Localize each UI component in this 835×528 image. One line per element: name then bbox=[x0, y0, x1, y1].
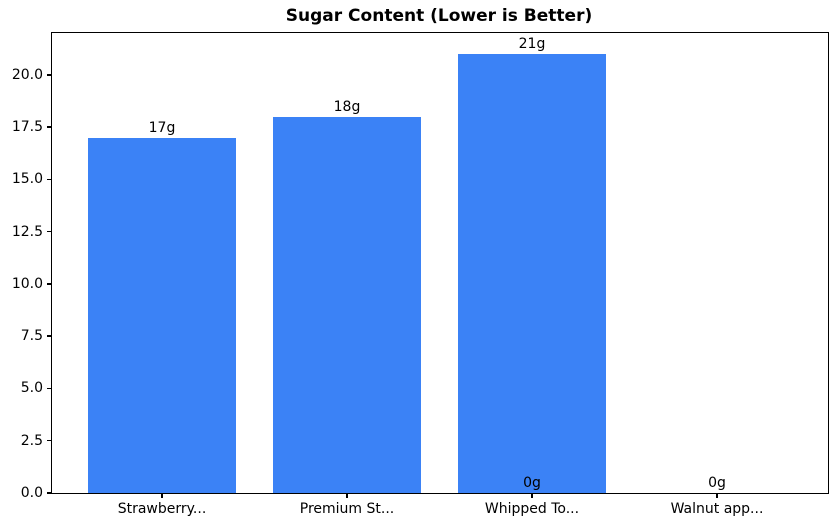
bar bbox=[88, 137, 236, 493]
y-tick bbox=[47, 439, 52, 442]
bar bbox=[273, 116, 421, 493]
plot-area: 0.0 2.5 5.0 7.5 10.0 12.5 15.0 17.5 20.0 Strawber… bbox=[12, 32, 829, 516]
bar-value-label: 17g bbox=[148, 119, 176, 136]
y-tick bbox=[47, 492, 52, 494]
y-tick-label: 17.5 bbox=[11, 119, 43, 136]
y-tick-label: 15.0 bbox=[11, 171, 43, 188]
y-tick bbox=[47, 230, 52, 233]
y-tick-label: 0.0 bbox=[20, 485, 43, 501]
y-tick bbox=[47, 387, 52, 390]
bar-value-label: 0g bbox=[523, 475, 541, 491]
bar bbox=[458, 53, 606, 493]
y-tick-label: 2.5 bbox=[20, 432, 43, 449]
chart-title: Sugar Content (Lower is Better) bbox=[285, 6, 593, 26]
y-tick-label: 5.0 bbox=[20, 380, 43, 397]
x-tick bbox=[531, 493, 533, 498]
x-tick-label-2: Whipped To... bbox=[484, 501, 580, 517]
y-tick-label: 10.0 bbox=[11, 275, 43, 292]
y-tick-label: 20.0 bbox=[11, 66, 43, 83]
x-tick bbox=[346, 493, 348, 498]
x-tick-label-0: Strawberry... bbox=[117, 501, 207, 517]
bar-value-label: 0g bbox=[708, 475, 726, 491]
bar-value-label: 18g bbox=[333, 98, 361, 115]
bar-value-label: 21g bbox=[518, 35, 546, 52]
x-tick-label-3: Walnut app... bbox=[670, 501, 764, 517]
y-tick bbox=[47, 74, 52, 76]
x-tick bbox=[161, 493, 163, 498]
x-tick-label-1: Premium St... bbox=[299, 501, 395, 517]
y-tick bbox=[47, 335, 52, 337]
y-tick-label: 7.5 bbox=[20, 328, 43, 345]
y-tick bbox=[47, 126, 52, 128]
y-tick-label: 12.5 bbox=[11, 223, 43, 240]
x-tick bbox=[716, 493, 718, 498]
y-tick bbox=[47, 178, 52, 181]
y-tick bbox=[47, 283, 52, 285]
